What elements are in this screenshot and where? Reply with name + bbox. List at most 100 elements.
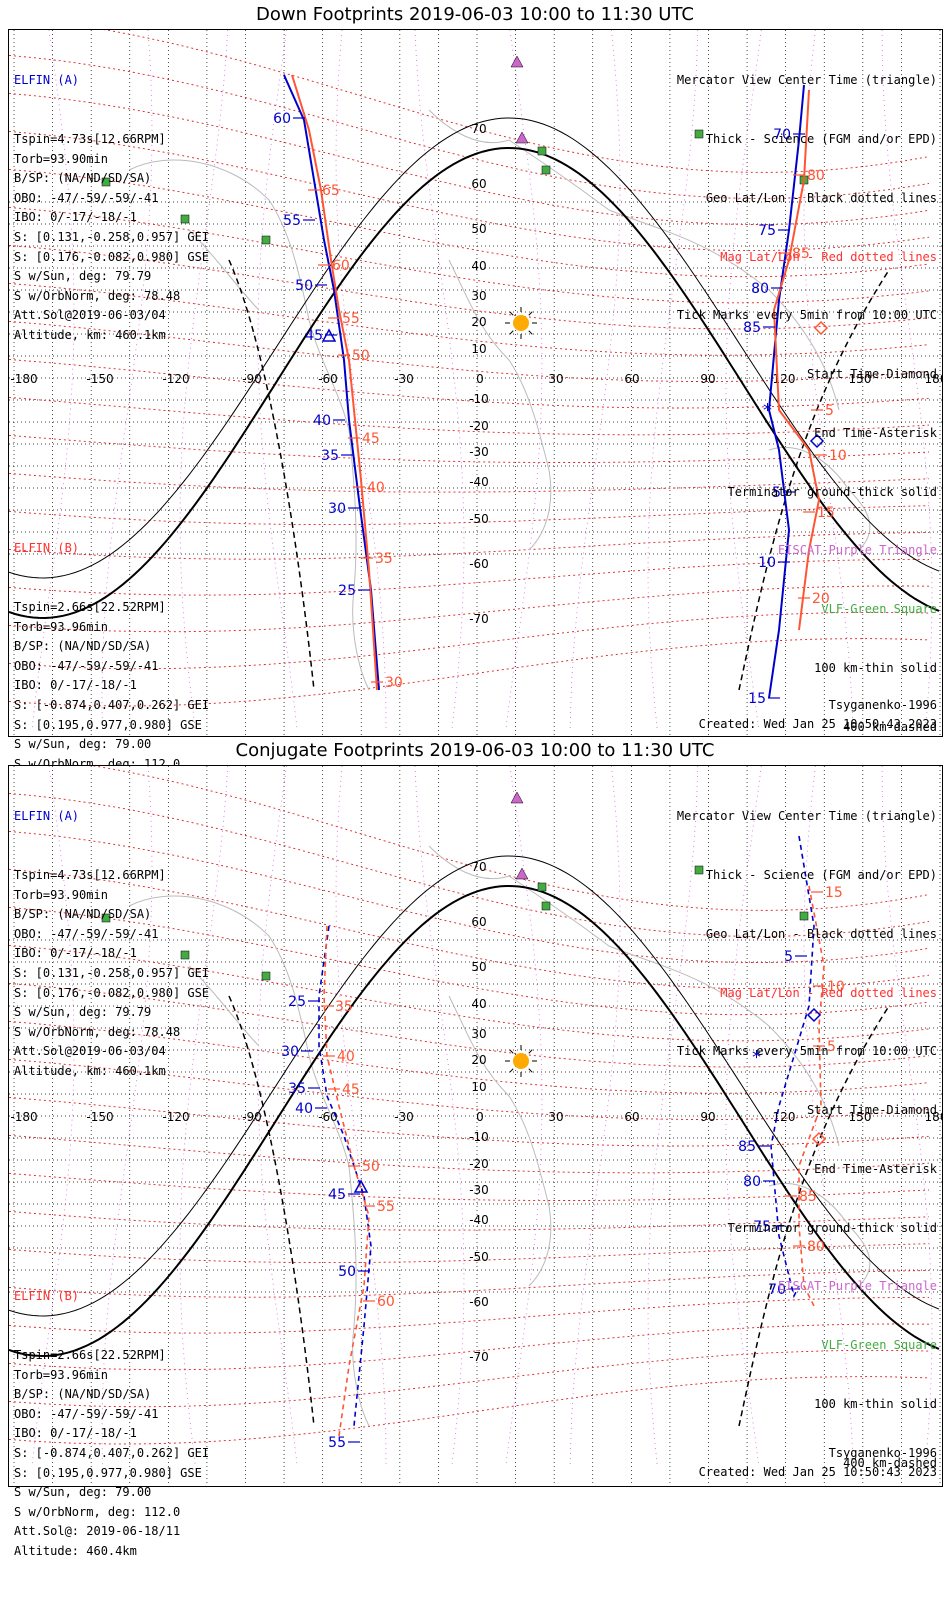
legend-line: Thick - Science (FGM and/or EPD) [705,131,937,146]
elfin-b-info: ELFIN (B) Tspin=2.66s[22.52RPM] Torb=93.9… [14,1248,209,1601]
mag-parallel [103,30,930,173]
vlf-square-icon [101,913,111,923]
mag-parallel [9,1134,930,1174]
eiscat-triangle-icon [515,867,529,880]
lat-tick-label: 10 [471,342,486,356]
track-label: 10 [758,555,776,571]
vlf-square-icon [541,901,551,911]
lon-tick-label: -60 [318,372,338,386]
map-canvas: -180-150-120-90-60-300306090120150180706… [9,30,942,736]
vlf-square-icon [694,865,704,875]
mag-parallel [9,1376,930,1445]
lat-tick-label: -30 [469,1183,489,1197]
vlf-square-icon [694,129,704,139]
mag-parallel [9,585,930,633]
mag-parallel [9,1020,930,1094]
start-diamond-icon [806,1007,822,1023]
track-label: 40 [313,413,331,429]
lat-tick-label: 50 [471,960,486,974]
elfin-a-track [318,925,372,1427]
start-diamond-icon [809,433,825,449]
lat-tick-label: 40 [471,997,486,1011]
coastline [768,1182,871,1287]
vlf-square-icon [799,911,809,921]
legend-line: Mercator View Center Time (triangle) [676,809,937,824]
lon-tick-label: 90 [700,372,715,386]
info-line: B/SP: (NA/ND/SD/SA) [14,1387,152,1402]
lat-tick-label: 20 [471,1053,486,1067]
legend-line: Tick Marks every 5min from 10:00 UTC [676,308,937,323]
track-label: 80 [807,1239,825,1255]
end-asterisk-icon: * [763,400,772,421]
track-label: 55 [283,213,301,229]
mag-parallel [9,168,930,278]
elfin-a-lines: Tspin=4.73s[12.66RPM] Torb=93.90min B/SP: … [14,130,209,346]
lon-tick-label: -150 [86,372,113,386]
info-line: Tspin=4.73s[12.66RPM] [14,131,166,146]
mag-parallel [9,1270,930,1298]
vlf-square-icon [261,971,271,981]
info-line: Altitude, km: 460.1km [14,327,166,342]
elfin-a-name: ELFIN (A) [14,809,80,824]
coastline [448,995,552,1287]
track-label: 80 [807,168,825,184]
track-label: 60 [273,111,291,127]
coastline [428,845,840,1147]
lon-tick-label: 180 [925,372,942,386]
track-label: 50 [295,278,313,294]
mag-parallel [9,638,930,707]
lat-tick-label: -50 [469,512,489,526]
mag-meridian [803,766,854,1467]
legend-line: VLF-Green Square [821,602,937,617]
legend-line: 100 km-thin solid [814,1397,937,1411]
lat-tick-label: -10 [469,392,489,406]
track-label: 15 [817,505,835,521]
coastline [188,965,260,1047]
info-line: S: [0.131,-0.258,0.957] GEI [14,965,210,980]
track-label: 60 [377,1294,395,1310]
created-label: Created: Wed Jan 25 10:50:43 2023 [698,1465,937,1479]
elfin-b-track [798,885,825,1307]
lon-tick-label: 30 [548,372,563,386]
lon-tick-label: -30 [394,372,414,386]
track-label: 40 [295,1101,313,1117]
info-line: S: [0.195,0.977,0.980] GSE [14,1465,202,1480]
terminator-100km [9,855,940,1317]
mag-parallel [9,532,930,560]
legend-line: Thick - Science (FGM and/or EPD) [705,867,937,882]
eiscat-triangle-icon [515,131,529,144]
lat-tick-label: -10 [469,1130,489,1144]
legend-line: Tick Marks every 5min from 10:00 UTC [676,1044,937,1059]
track-label: 45 [362,431,380,447]
lat-tick-label: -40 [469,1213,489,1227]
lat-tick-label: -20 [469,419,489,433]
elfin-b-name: ELFIN (B) [14,1289,80,1304]
track-label: 85 [738,1139,756,1155]
legend-line: Geo Lat/Lon - Black dotted lines [705,190,937,205]
legend-line: 400 km-dashed [843,719,937,734]
lon-tick-label: 60 [624,1110,639,1124]
mag-parallel [9,944,930,1042]
info-line: S: [0.176,-0.082,0.980] GSE [14,249,210,264]
lon-tick-label: -60 [318,1110,338,1124]
track-label: 40 [367,480,385,496]
coastline [188,229,260,311]
vlf-square-icon [537,882,547,892]
track-label: 35 [288,1081,306,1097]
legend-line: End Time-Asterisk [814,1161,937,1176]
elfin-b-lines: Tspin=2.66s[22.52RPM] Torb=93.96min B/SP: … [14,1346,209,1562]
conjugate-footprints-panel: -180-150-120-90-60-300306090120150180706… [8,765,943,1558]
info-line: S w/Sun, deg: 79.79 [14,269,152,284]
elfin-a-info: ELFIN (A) Tspin=4.73s[12.66RPM] Torb=93.9… [14,32,209,385]
info-line: Att.Sol@: 2019-06-18/11 [14,1524,181,1539]
lat-tick-label: -70 [469,1350,489,1364]
info-line: OBO: -47/-59/-59/-41 [14,926,159,941]
legend-line: Start Time-Diamond [806,367,937,382]
legend-line: Mercator View Center Time (triangle) [676,73,937,88]
legend-line: EISCAT-Purple Triangle [778,543,937,558]
terminator-100km [9,117,940,579]
mag-parallel [9,92,930,225]
lon-tick-label: -30 [394,1110,414,1124]
track-label: 85 [792,246,810,262]
track-label: 5 [825,403,834,419]
